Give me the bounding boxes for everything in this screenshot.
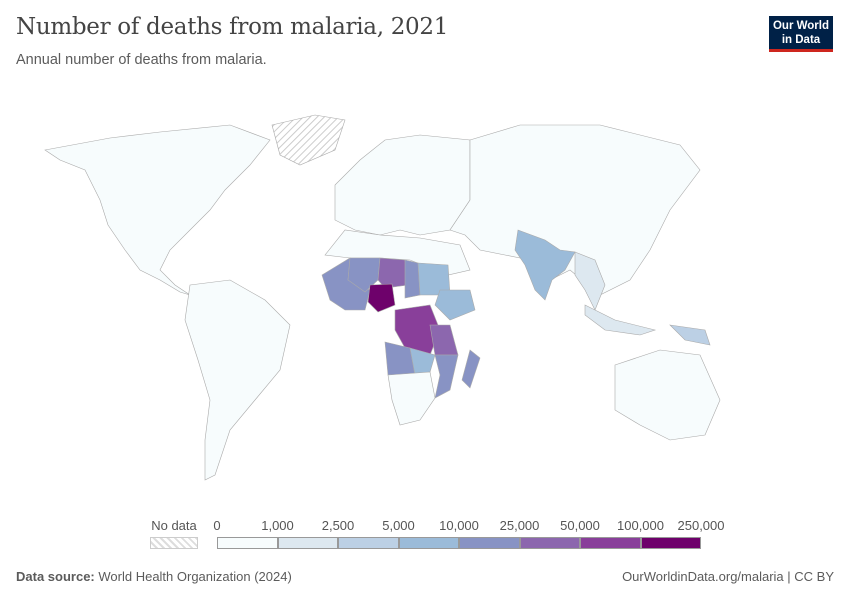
- source-label: Data source:: [16, 569, 95, 584]
- region-indonesia[interactable]: [584, 304, 657, 336]
- footer-source: Data source: World Health Organization (…: [16, 569, 292, 584]
- legend-tick: 0: [213, 518, 221, 533]
- region-north-america[interactable]: [44, 124, 271, 296]
- page-title: Number of deaths from malaria, 2021: [16, 14, 449, 40]
- legend-tick: 25,000: [499, 518, 540, 533]
- region-png[interactable]: [669, 324, 711, 346]
- legend-bin[interactable]: [217, 537, 278, 549]
- legend-bin[interactable]: [338, 537, 399, 549]
- page-subtitle: Annual number of deaths from malaria.: [16, 52, 267, 68]
- legend-bin[interactable]: [580, 537, 641, 549]
- legend-tick: 1,000: [261, 518, 294, 533]
- legend-no-data-label: No data: [151, 518, 197, 533]
- legend-tick: 2,500: [321, 518, 355, 533]
- region-europe[interactable]: [334, 134, 471, 236]
- region-chad[interactable]: [404, 259, 421, 299]
- region-south-america[interactable]: [184, 279, 291, 481]
- legend-no-data-swatch[interactable]: [150, 537, 198, 549]
- legend-bin[interactable]: [459, 537, 520, 549]
- region-australia[interactable]: [614, 349, 721, 441]
- legend-tick: 50,000: [560, 518, 600, 533]
- legend-bin[interactable]: [519, 537, 580, 549]
- region-madagascar[interactable]: [461, 349, 481, 389]
- logo-line2: in Data: [781, 34, 821, 46]
- footer-link[interactable]: OurWorldinData.org/malaria | CC BY: [622, 569, 834, 584]
- region-tanzania[interactable]: [429, 324, 459, 356]
- region-ethiopia[interactable]: [434, 289, 476, 321]
- logo-line1: Our World: [772, 20, 829, 32]
- region-india[interactable]: [514, 229, 576, 301]
- legend-bin[interactable]: [398, 537, 459, 549]
- region-niger[interactable]: [377, 257, 409, 289]
- source-text: World Health Organization (2024): [98, 569, 292, 584]
- legend-bin[interactable]: [277, 537, 338, 549]
- world-map: [44, 114, 721, 481]
- legend-tick: 10,000: [439, 518, 479, 533]
- legend: No data 0 1,000 2,500 5,000 10,000 25,000 50,0…: [0, 510, 850, 555]
- legend-tick: 5,000: [382, 518, 415, 533]
- legend-tick: 100,000: [617, 518, 664, 533]
- region-greenland-no-data[interactable]: [271, 114, 346, 166]
- owid-logo[interactable]: Our World in Data: [769, 16, 833, 52]
- region-southern-africa[interactable]: [387, 371, 436, 426]
- legend-tick: 250,000: [677, 518, 725, 533]
- region-mozambique[interactable]: [434, 354, 459, 399]
- legend-bin[interactable]: [640, 537, 701, 549]
- region-nigeria[interactable]: [367, 283, 396, 313]
